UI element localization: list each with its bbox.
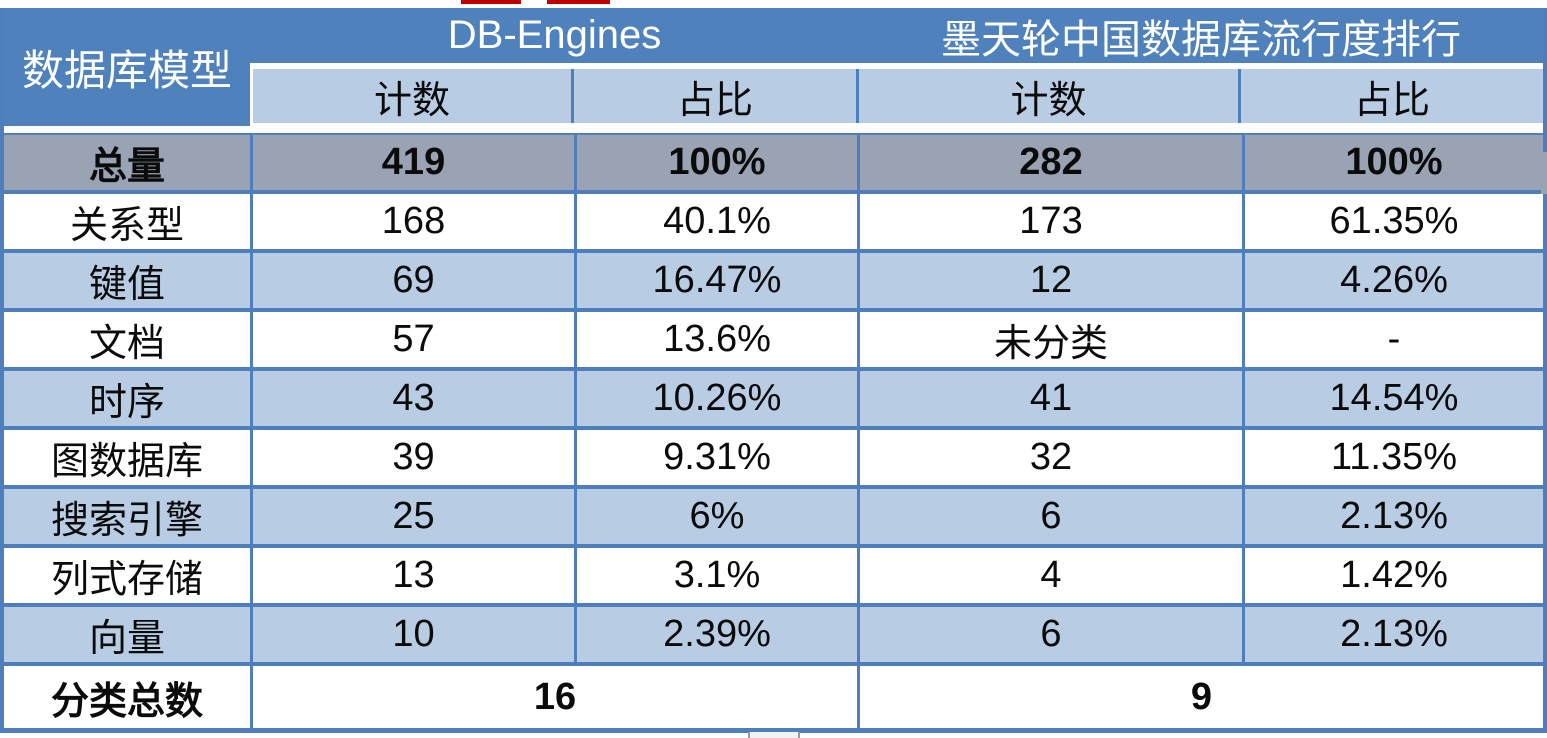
row-label: 总量 (4, 135, 253, 190)
table-header: 数据库模型 DB-Engines 墨天轮中国数据库流行度排行 计数 占比 计数 … (4, 8, 1543, 133)
mtl-count-cell: 6 (860, 607, 1245, 662)
mtl-category-total-cell: 9 (1190, 675, 1213, 718)
group-header-motianlun: 墨天轮中国数据库流行度排行 (859, 8, 1543, 63)
cropped-red-text-artifact (547, 0, 610, 4)
corner-header-label: 数据库模型 (21, 48, 232, 95)
mtl-count-cell: 未分类 (860, 312, 1245, 367)
table-row-wide-column: 列式存储 13 3.1% 4 1.42% (4, 548, 1543, 607)
table-row-relational: 关系型 168 40.1% 173 61.35% (4, 194, 1543, 253)
row-label: 时序 (4, 371, 253, 426)
mtl-count-cell: 282 (860, 135, 1245, 190)
mtl-share-cell: 2.13% (1340, 613, 1448, 655)
row-label: 文档 (4, 312, 253, 367)
divider (1238, 69, 1241, 123)
mtl-share-cell: 4.26% (1340, 259, 1448, 301)
mtl-share-cell: 1.42% (1340, 554, 1448, 596)
db-count-cell: 168 (253, 194, 577, 249)
sub-header-db-count: 计数 (253, 69, 571, 123)
db-count-cell: 13 (253, 548, 577, 603)
row-label: 关系型 (4, 194, 253, 249)
mtl-count-cell: 41 (860, 371, 1245, 426)
corner-header-cell: 数据库模型 (4, 8, 250, 126)
mtl-count-cell: 173 (860, 194, 1245, 249)
total-row: 总量 419 100% 282 100% (4, 133, 1543, 194)
sub-header-row: 计数 占比 计数 占比 (250, 69, 1543, 123)
row-label: 搜索引擎 (4, 489, 253, 544)
db-count-cell: 57 (253, 312, 577, 367)
mtl-count-cell: 12 (860, 253, 1245, 308)
mtl-count-cell: 6 (860, 489, 1245, 544)
table-row-time-series: 时序 43 10.26% 41 14.54% (4, 371, 1543, 430)
db-count-cell: 419 (253, 135, 577, 190)
db-share-cell: 10.26% (577, 371, 860, 426)
table-row-graph: 图数据库 39 9.31% 32 11.35% (4, 430, 1543, 489)
mtl-share-cell: 100% (1345, 141, 1443, 183)
sub-header-mtl-count: 计数 (859, 69, 1238, 123)
db-share-cell: 9.31% (577, 430, 860, 485)
db-share-cell: 6% (577, 489, 860, 544)
horizontal-scrollbar-fragment[interactable] (748, 732, 800, 738)
mtl-count-cell: 32 (860, 430, 1245, 485)
db-share-cell: 2.39% (577, 607, 860, 662)
db-count-cell: 10 (253, 607, 577, 662)
db-count-cell: 43 (253, 371, 577, 426)
mtl-share-cell: - (1387, 318, 1401, 360)
row-label: 分类总数 (4, 666, 253, 728)
row-label: 列式存储 (4, 548, 253, 603)
gray-row-overhang-artifact (1541, 152, 1547, 194)
db-share-cell: 100% (577, 135, 860, 190)
db-count-cell: 69 (253, 253, 577, 308)
database-model-comparison-table: 数据库模型 DB-Engines 墨天轮中国数据库流行度排行 计数 占比 计数 … (0, 8, 1547, 733)
mtl-share-cell: 2.13% (1340, 495, 1448, 537)
db-count-cell: 39 (253, 430, 577, 485)
divider (250, 69, 253, 123)
group-header-row: DB-Engines 墨天轮中国数据库流行度排行 (250, 8, 1543, 63)
mtl-count-cell: 4 (860, 548, 1245, 603)
row-label: 键值 (4, 253, 253, 308)
db-count-cell: 25 (253, 489, 577, 544)
db-category-total-cell: 16 (253, 666, 860, 728)
db-share-cell: 40.1% (577, 194, 860, 249)
row-label: 向量 (4, 607, 253, 662)
group-header-db-engines: DB-Engines (250, 8, 859, 63)
table-row-search-engine: 搜索引擎 25 6% 6 2.13% (4, 489, 1543, 548)
table-row-vector: 向量 10 2.39% 6 2.13% (4, 607, 1543, 666)
row-label: 图数据库 (4, 430, 253, 485)
mtl-share-cell: 11.35% (1330, 436, 1458, 478)
sub-header-mtl-share: 占比 (1241, 69, 1543, 123)
divider (856, 69, 859, 123)
db-share-cell: 3.1% (577, 548, 860, 603)
divider (571, 69, 574, 123)
table-row-key-value: 键值 69 16.47% 12 4.26% (4, 253, 1543, 312)
db-share-cell: 13.6% (577, 312, 860, 367)
sub-header-db-share: 占比 (574, 69, 856, 123)
cropped-red-text-artifact (461, 0, 521, 4)
db-share-cell: 16.47% (577, 253, 860, 308)
mtl-share-cell: 14.54% (1329, 377, 1459, 419)
mtl-share-cell: 61.35% (1329, 200, 1459, 242)
category-total-row: 分类总数 16 9 (4, 666, 1543, 733)
table-row-document: 文档 57 13.6% 未分类 - (4, 312, 1543, 371)
